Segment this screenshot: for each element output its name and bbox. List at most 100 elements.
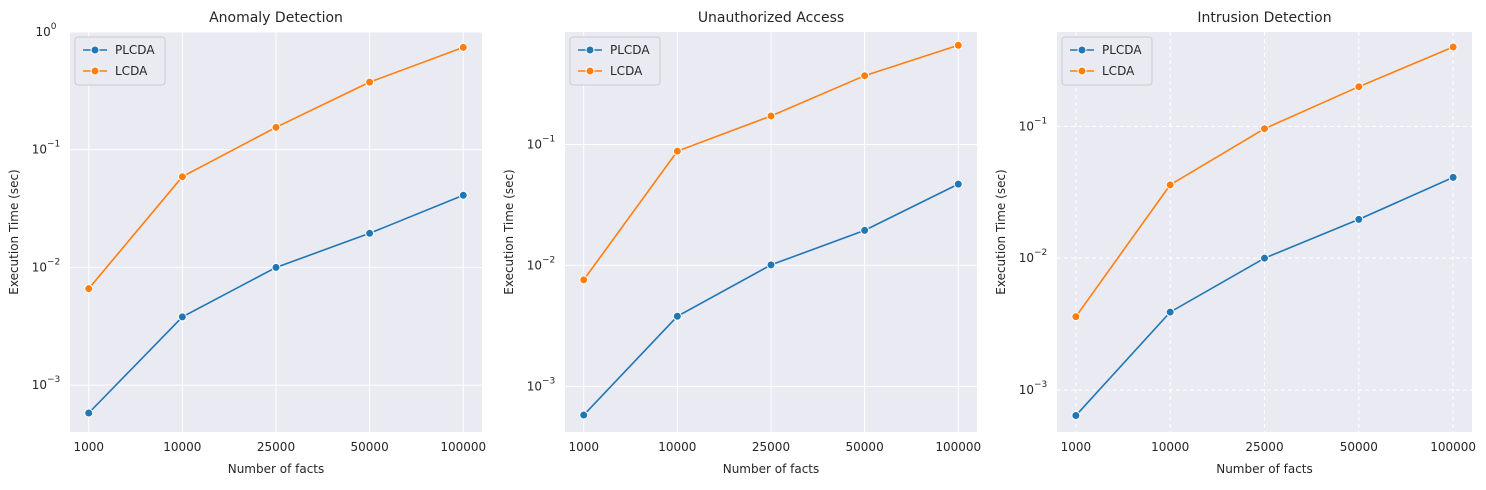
y-tick-base: 10 bbox=[1019, 119, 1034, 133]
data-point-lcda bbox=[1260, 124, 1269, 134]
chart-panel-1: Anomaly Detection 1000 10000 25000 50000 1000… bbox=[7, 10, 486, 476]
y-tick-exponent: −3 bbox=[1034, 380, 1047, 390]
y-tick-label: 10−1 bbox=[1019, 116, 1048, 133]
x-tick-label: 25000 bbox=[752, 440, 790, 454]
y-tick-exponent: −2 bbox=[1034, 248, 1047, 258]
data-point-plcda bbox=[579, 410, 589, 420]
y-tick-base: 10 bbox=[1019, 383, 1034, 397]
data-point-plcda bbox=[953, 179, 963, 189]
y-tick-base: 10 bbox=[527, 379, 542, 393]
legend-marker-lcda bbox=[90, 66, 100, 76]
x-tick-label: 50000 bbox=[351, 440, 389, 454]
y-tick-label: 100 bbox=[35, 22, 56, 39]
data-point-lcda bbox=[177, 172, 187, 182]
data-point-plcda bbox=[458, 190, 468, 200]
y-tick-label: 10−2 bbox=[527, 255, 556, 272]
legend-marker-plcda bbox=[1077, 45, 1087, 55]
y-tick-exponent: −1 bbox=[1034, 116, 1047, 126]
data-point-lcda bbox=[672, 146, 682, 156]
data-point-lcda bbox=[1071, 312, 1081, 322]
data-point-lcda bbox=[1448, 42, 1458, 52]
data-point-lcda bbox=[1165, 180, 1175, 190]
y-tick-exponent: −3 bbox=[542, 376, 555, 386]
legend-label-plcda: PLCDA bbox=[610, 43, 650, 57]
legend: PLCDA LCDA bbox=[1061, 36, 1153, 86]
legend-marker-plcda bbox=[90, 45, 100, 55]
data-point-lcda bbox=[1354, 82, 1364, 92]
y-tick-base: 10 bbox=[32, 143, 47, 157]
data-point-plcda bbox=[672, 311, 682, 321]
x-tick-label: 1000 bbox=[1061, 440, 1092, 454]
y-tick-exponent: −1 bbox=[542, 134, 555, 144]
chart-title: Anomaly Detection bbox=[209, 10, 343, 26]
data-point-lcda bbox=[766, 111, 776, 121]
data-point-lcda bbox=[860, 71, 870, 81]
x-tick-label: 10000 bbox=[163, 440, 201, 454]
x-tick-label: 100000 bbox=[935, 440, 981, 454]
chart-panel-2: Unauthorized Access 1000 10000 25000 50000 10… bbox=[502, 10, 981, 476]
legend-label-lcda: LCDA bbox=[610, 64, 643, 78]
legend-marker-plcda bbox=[585, 45, 595, 55]
x-axis-label: Number of facts bbox=[1216, 462, 1313, 476]
y-tick-base: 10 bbox=[35, 25, 50, 39]
data-point-lcda bbox=[271, 122, 281, 132]
data-point-plcda bbox=[1354, 214, 1364, 224]
x-tick-label: 100000 bbox=[1430, 440, 1476, 454]
legend-marker-lcda bbox=[1077, 66, 1087, 76]
x-tick-label: 50000 bbox=[1340, 440, 1378, 454]
legend-label-plcda: PLCDA bbox=[115, 43, 155, 57]
x-tick-label: 1000 bbox=[568, 440, 599, 454]
y-tick-base: 10 bbox=[1019, 251, 1034, 265]
legend: PLCDA LCDA bbox=[569, 36, 661, 86]
chart-title: Unauthorized Access bbox=[698, 10, 844, 26]
data-point-plcda bbox=[1448, 172, 1458, 182]
data-point-plcda bbox=[84, 408, 94, 418]
y-tick-label: 10−2 bbox=[32, 257, 61, 274]
legend-marker-lcda bbox=[585, 66, 595, 76]
y-tick-exponent: −3 bbox=[47, 375, 60, 385]
data-point-plcda bbox=[177, 312, 187, 322]
x-tick-label: 1000 bbox=[73, 440, 104, 454]
data-point-lcda bbox=[579, 275, 589, 285]
legend-label-lcda: LCDA bbox=[115, 64, 148, 78]
y-tick-base: 10 bbox=[527, 137, 542, 151]
y-tick-exponent: −2 bbox=[47, 257, 60, 267]
data-point-plcda bbox=[271, 262, 281, 272]
data-point-lcda bbox=[458, 42, 468, 52]
x-tick-label: 50000 bbox=[846, 440, 884, 454]
y-axis-label: Execution Time (sec) bbox=[994, 169, 1008, 294]
y-tick-label: 10−3 bbox=[32, 375, 61, 392]
x-tick-label: 25000 bbox=[1245, 440, 1283, 454]
legend-label-plcda: PLCDA bbox=[1102, 43, 1142, 57]
x-tick-label: 10000 bbox=[658, 440, 696, 454]
data-point-lcda bbox=[365, 77, 375, 87]
legend: PLCDA LCDA bbox=[74, 36, 166, 86]
chart-title: Intrusion Detection bbox=[1197, 10, 1331, 26]
y-axis-label: Execution Time (sec) bbox=[7, 169, 21, 294]
legend-label-lcda: LCDA bbox=[1102, 64, 1135, 78]
x-axis-label: Number of facts bbox=[723, 462, 820, 476]
y-tick-exponent: −1 bbox=[47, 140, 60, 150]
data-point-lcda bbox=[84, 284, 94, 294]
data-point-plcda bbox=[1071, 411, 1081, 421]
data-point-plcda bbox=[365, 228, 375, 238]
data-point-plcda bbox=[766, 260, 776, 270]
x-tick-label: 10000 bbox=[1151, 440, 1189, 454]
chart-panel-3: Intrusion Detection 1000 10000 25000 50000 10… bbox=[994, 10, 1476, 476]
x-axis-label: Number of facts bbox=[228, 462, 325, 476]
y-tick-base: 10 bbox=[32, 260, 47, 274]
y-tick-base: 10 bbox=[32, 378, 47, 392]
y-tick-base: 10 bbox=[527, 258, 542, 272]
y-tick-exponent: −2 bbox=[542, 255, 555, 265]
data-point-plcda bbox=[860, 225, 870, 235]
x-tick-label: 100000 bbox=[440, 440, 486, 454]
y-tick-exponent: 0 bbox=[51, 22, 57, 32]
y-axis-label: Execution Time (sec) bbox=[502, 169, 516, 294]
data-point-lcda bbox=[953, 40, 963, 50]
data-point-plcda bbox=[1260, 253, 1269, 263]
y-tick-label: 10−3 bbox=[527, 376, 556, 393]
y-tick-label: 10−3 bbox=[1019, 380, 1048, 397]
y-tick-label: 10−1 bbox=[527, 134, 556, 151]
x-tick-label: 25000 bbox=[257, 440, 295, 454]
